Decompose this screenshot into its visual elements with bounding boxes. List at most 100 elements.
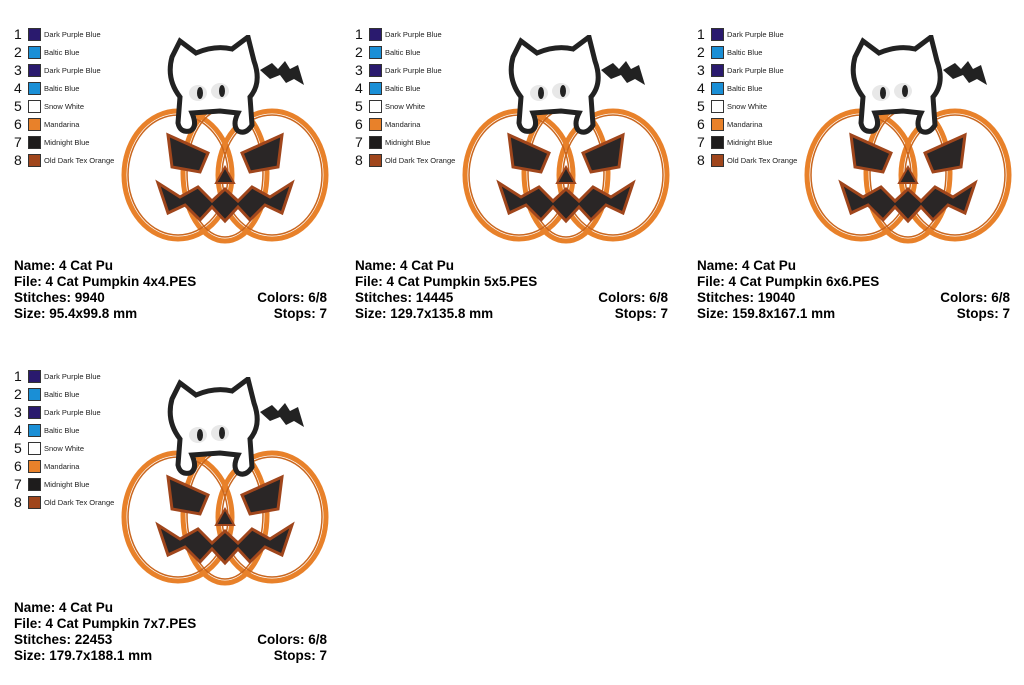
color-swatch — [711, 45, 724, 59]
design-shape — [538, 87, 544, 99]
color-swatch — [711, 99, 724, 113]
color-swatch — [28, 387, 41, 401]
design-file: File: 4 Cat Pumpkin 4x4.PES — [14, 274, 197, 289]
color-number: 1 — [14, 26, 22, 42]
design-shape — [849, 132, 893, 174]
color-number: 5 — [697, 98, 705, 114]
legend-row: 5 Snow White — [355, 98, 425, 114]
design-shape — [155, 179, 295, 224]
bat-icon — [943, 61, 987, 85]
design-shape — [923, 132, 967, 174]
color-name: Baltic Blue — [44, 83, 80, 93]
color-name: Dark Purple Blue — [44, 407, 101, 417]
design-shape — [850, 35, 943, 135]
legend-row: 2 Baltic Blue — [14, 44, 79, 60]
legend-row: 3 Dark Purple Blue — [14, 62, 101, 78]
design-name: Name: 4 Cat Pu — [355, 258, 455, 273]
color-name: Dark Purple Blue — [727, 29, 784, 39]
design-shape — [197, 87, 203, 99]
info-line: Size: 95.4x99.8 mm Stops: 7 — [14, 306, 327, 322]
color-name: Baltic Blue — [44, 47, 80, 57]
design-shape — [219, 427, 225, 439]
design-shape — [215, 108, 329, 242]
color-number: 4 — [14, 80, 22, 96]
design-card-1: 1 Dark Purple Blue 2 Baltic Blue 3 Dark Purpl… — [14, 26, 334, 326]
design-stops: Stops: 7 — [273, 648, 327, 663]
color-number: 7 — [697, 134, 705, 150]
design-shape — [508, 35, 601, 135]
bat-icon — [601, 61, 645, 85]
color-name: Mandarina — [727, 119, 763, 129]
color-name: Dark Purple Blue — [44, 65, 101, 75]
design-stitches: Stitches: 19040 — [697, 290, 796, 305]
design-name: Name: 4 Cat Pu — [697, 258, 797, 273]
legend-row: 4 Baltic Blue — [355, 80, 420, 96]
color-number: 1 — [697, 26, 705, 42]
color-swatch — [369, 153, 382, 167]
color-swatch — [28, 81, 41, 95]
design-info: Name: 4 Cat Pu File: 4 Cat Pumpkin 5x5.P… — [355, 258, 668, 322]
color-swatch — [369, 63, 382, 77]
color-swatch — [711, 135, 724, 149]
info-line: Stitches: 9940 Colors: 6/8 — [14, 290, 327, 306]
design-shape — [215, 450, 329, 584]
color-number: 3 — [697, 62, 705, 78]
legend-row: 4 Baltic Blue — [697, 80, 762, 96]
design-shape — [127, 114, 229, 236]
legend-row: 4 Baltic Blue — [14, 80, 79, 96]
color-number: 2 — [697, 44, 705, 60]
design-info: Name: 4 Cat Pu File: 4 Cat Pumpkin 7x7.P… — [14, 600, 327, 664]
legend-row: 7 Midnight Blue — [355, 134, 430, 150]
color-number: 1 — [355, 26, 363, 42]
color-name: Mandarina — [385, 119, 421, 129]
color-number: 8 — [14, 152, 22, 168]
color-name: Midnight Blue — [385, 137, 431, 147]
color-swatch — [28, 405, 41, 419]
color-name: Snow White — [385, 101, 426, 111]
color-name: Baltic Blue — [727, 83, 763, 93]
color-swatch — [711, 63, 724, 77]
design-stitches: Stitches: 22453 — [14, 632, 113, 647]
color-name: Snow White — [44, 101, 85, 111]
color-number: 8 — [697, 152, 705, 168]
info-line: Size: 179.7x188.1 mm Stops: 7 — [14, 648, 327, 664]
color-number: 6 — [697, 116, 705, 132]
color-number: 5 — [14, 98, 22, 114]
legend-row: 6 Mandarina — [697, 116, 762, 132]
color-name: Midnight Blue — [727, 137, 773, 147]
color-name: Midnight Blue — [44, 479, 90, 489]
info-line: Name: 4 Cat Pu — [14, 258, 327, 274]
color-swatch — [28, 135, 41, 149]
color-number: 6 — [355, 116, 363, 132]
design-card-4: 1 Dark Purple Blue 2 Baltic Blue 3 Dark Purpl… — [14, 368, 334, 668]
design-file: File: 4 Cat Pumpkin 7x7.PES — [14, 616, 197, 631]
legend-row: 8 Old Dark Tex Orange — [14, 494, 114, 510]
color-name: Mandarina — [44, 119, 80, 129]
legend-row: 1 Dark Purple Blue — [14, 26, 101, 42]
color-swatch — [711, 153, 724, 167]
design-shape — [167, 377, 260, 477]
color-swatch — [28, 441, 41, 455]
bat-icon — [260, 403, 304, 427]
design-shape — [897, 164, 919, 184]
info-line: Name: 4 Cat Pu — [355, 258, 668, 274]
color-number: 3 — [14, 404, 22, 420]
color-swatch — [369, 45, 382, 59]
color-swatch — [28, 459, 41, 473]
cat-pumpkin-design-image — [121, 377, 329, 586]
design-colors: Colors: 6/8 — [257, 290, 327, 305]
design-shape — [507, 132, 551, 174]
color-name: Baltic Blue — [44, 389, 80, 399]
color-name: Dark Purple Blue — [44, 371, 101, 381]
design-stops: Stops: 7 — [273, 306, 327, 321]
legend-row: 7 Midnight Blue — [14, 476, 89, 492]
design-file: File: 4 Cat Pumpkin 5x5.PES — [355, 274, 538, 289]
color-name: Old Dark Tex Orange — [44, 497, 115, 507]
design-shape — [167, 35, 260, 135]
design-card-2: 1 Dark Purple Blue 2 Baltic Blue 3 Dark Purpl… — [355, 26, 675, 326]
color-number: 3 — [355, 62, 363, 78]
info-line: Size: 129.7x135.8 mm Stops: 7 — [355, 306, 668, 322]
design-shape — [127, 456, 229, 578]
design-size: Size: 129.7x135.8 mm — [355, 306, 494, 321]
color-swatch — [369, 117, 382, 131]
